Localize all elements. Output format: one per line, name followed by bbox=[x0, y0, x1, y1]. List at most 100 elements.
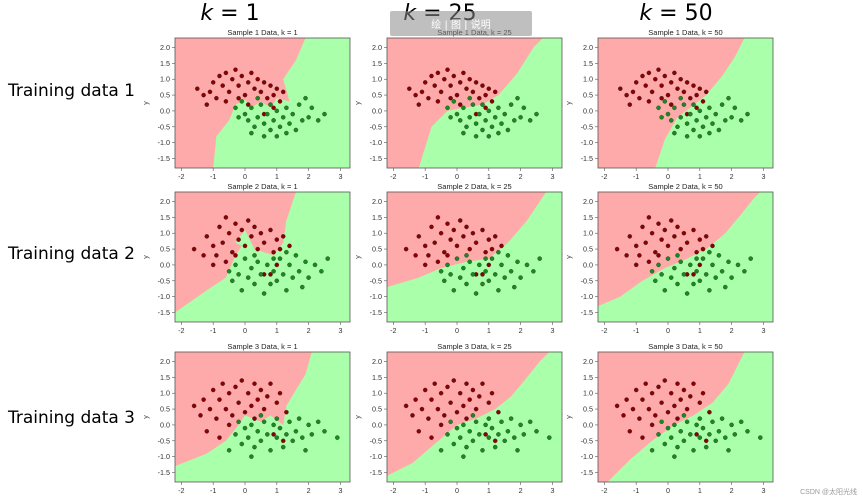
green-point bbox=[672, 105, 677, 111]
green-point bbox=[477, 111, 482, 117]
green-point bbox=[486, 435, 492, 440]
red-point bbox=[252, 381, 257, 386]
red-point bbox=[451, 378, 457, 383]
y-tick-label: -0.5 bbox=[581, 122, 593, 131]
red-point bbox=[258, 89, 264, 95]
red-point bbox=[643, 83, 648, 88]
red-point bbox=[703, 234, 709, 239]
green-point bbox=[515, 259, 520, 265]
red-point bbox=[236, 95, 241, 101]
green-point bbox=[716, 253, 722, 258]
green-point bbox=[296, 416, 302, 421]
y-tick-label: -1.0 bbox=[370, 138, 382, 147]
y-tick-label: -0.5 bbox=[370, 276, 382, 285]
green-point bbox=[265, 262, 270, 268]
green-point bbox=[684, 419, 690, 425]
red-point bbox=[659, 237, 664, 242]
green-point bbox=[703, 444, 709, 450]
red-point bbox=[426, 416, 431, 421]
red-point bbox=[621, 413, 626, 418]
panel-frame bbox=[597, 37, 774, 169]
panel-plot-area bbox=[387, 192, 562, 322]
panel-title: Sample 3 Data, k = 50 bbox=[648, 342, 722, 351]
red-point bbox=[271, 432, 276, 437]
red-point bbox=[236, 400, 241, 405]
green-point bbox=[518, 275, 523, 280]
green-point bbox=[697, 435, 703, 440]
red-point bbox=[486, 400, 492, 405]
x-tick-label: 1 bbox=[487, 486, 491, 495]
green-point bbox=[236, 115, 241, 120]
red-point bbox=[694, 92, 699, 98]
red-point bbox=[426, 95, 431, 101]
green-point bbox=[454, 111, 460, 117]
panel-plot-area bbox=[598, 352, 773, 482]
green-point bbox=[226, 269, 232, 274]
red-point bbox=[226, 390, 232, 396]
red-point bbox=[464, 86, 469, 91]
y-tick-label: 0.0 bbox=[583, 420, 593, 429]
x-tick-label: -1 bbox=[210, 172, 216, 181]
red-point bbox=[249, 403, 254, 409]
red-point bbox=[473, 240, 479, 245]
red-point bbox=[672, 403, 677, 409]
green-point bbox=[678, 115, 683, 120]
green-point bbox=[716, 429, 722, 434]
red-point bbox=[630, 406, 636, 412]
green-point bbox=[322, 429, 327, 434]
panel-r2-c3: Sample 2 Data, k = 50 -2 -1 0 1 2 3 2.0 1.5 1.0 0.… bbox=[566, 182, 774, 335]
red-point bbox=[640, 397, 645, 402]
red-point bbox=[268, 381, 273, 386]
red-point bbox=[675, 224, 680, 230]
red-point bbox=[252, 224, 257, 230]
row-label-training-data-1: Training data 1 bbox=[7, 81, 135, 101]
green-point bbox=[527, 419, 533, 425]
red-point bbox=[419, 406, 425, 412]
y-tick-label: -1.5 bbox=[370, 468, 382, 477]
green-point bbox=[681, 413, 687, 418]
overlay-toolbar[interactable]: 绘 | 图 | 说明 bbox=[390, 11, 532, 36]
red-point bbox=[678, 246, 683, 252]
red-point bbox=[198, 413, 203, 418]
x-tick-label: 3 bbox=[338, 326, 342, 335]
y-tick-label: 1.5 bbox=[583, 373, 593, 382]
green-point bbox=[442, 278, 447, 284]
x-tick-label: 0 bbox=[455, 172, 459, 181]
green-point bbox=[467, 115, 472, 120]
y-tick-label: 1.0 bbox=[372, 75, 382, 84]
red-point bbox=[204, 429, 210, 434]
y-axis-label: y bbox=[566, 101, 573, 105]
red-point bbox=[684, 240, 690, 245]
green-point bbox=[492, 444, 498, 450]
region-red bbox=[387, 192, 562, 288]
green-point bbox=[691, 102, 696, 107]
green-point bbox=[502, 438, 507, 444]
green-point bbox=[691, 127, 696, 133]
y-tick-label: 0.0 bbox=[160, 106, 170, 115]
y-tick-label: 2.0 bbox=[160, 197, 170, 206]
x-tick-label: 0 bbox=[455, 486, 459, 495]
red-point bbox=[633, 80, 639, 85]
green-point bbox=[306, 422, 311, 428]
x-tick-label: 1 bbox=[275, 326, 279, 335]
red-point bbox=[284, 409, 289, 415]
red-point bbox=[422, 262, 428, 268]
red-point bbox=[489, 246, 495, 252]
red-point bbox=[675, 86, 680, 91]
red-point bbox=[233, 67, 238, 72]
green-point bbox=[255, 115, 260, 120]
red-point bbox=[457, 218, 463, 223]
green-point bbox=[659, 272, 664, 277]
red-point bbox=[265, 95, 270, 101]
red-point bbox=[214, 95, 219, 101]
red-point bbox=[442, 413, 447, 418]
green-point bbox=[242, 425, 248, 431]
red-point bbox=[245, 80, 251, 85]
panel-frame bbox=[386, 191, 563, 323]
green-point bbox=[707, 288, 712, 293]
red-point bbox=[640, 435, 645, 440]
red-point bbox=[672, 234, 677, 239]
green-point bbox=[486, 134, 492, 139]
green-point bbox=[518, 422, 523, 428]
green-point bbox=[454, 256, 460, 261]
